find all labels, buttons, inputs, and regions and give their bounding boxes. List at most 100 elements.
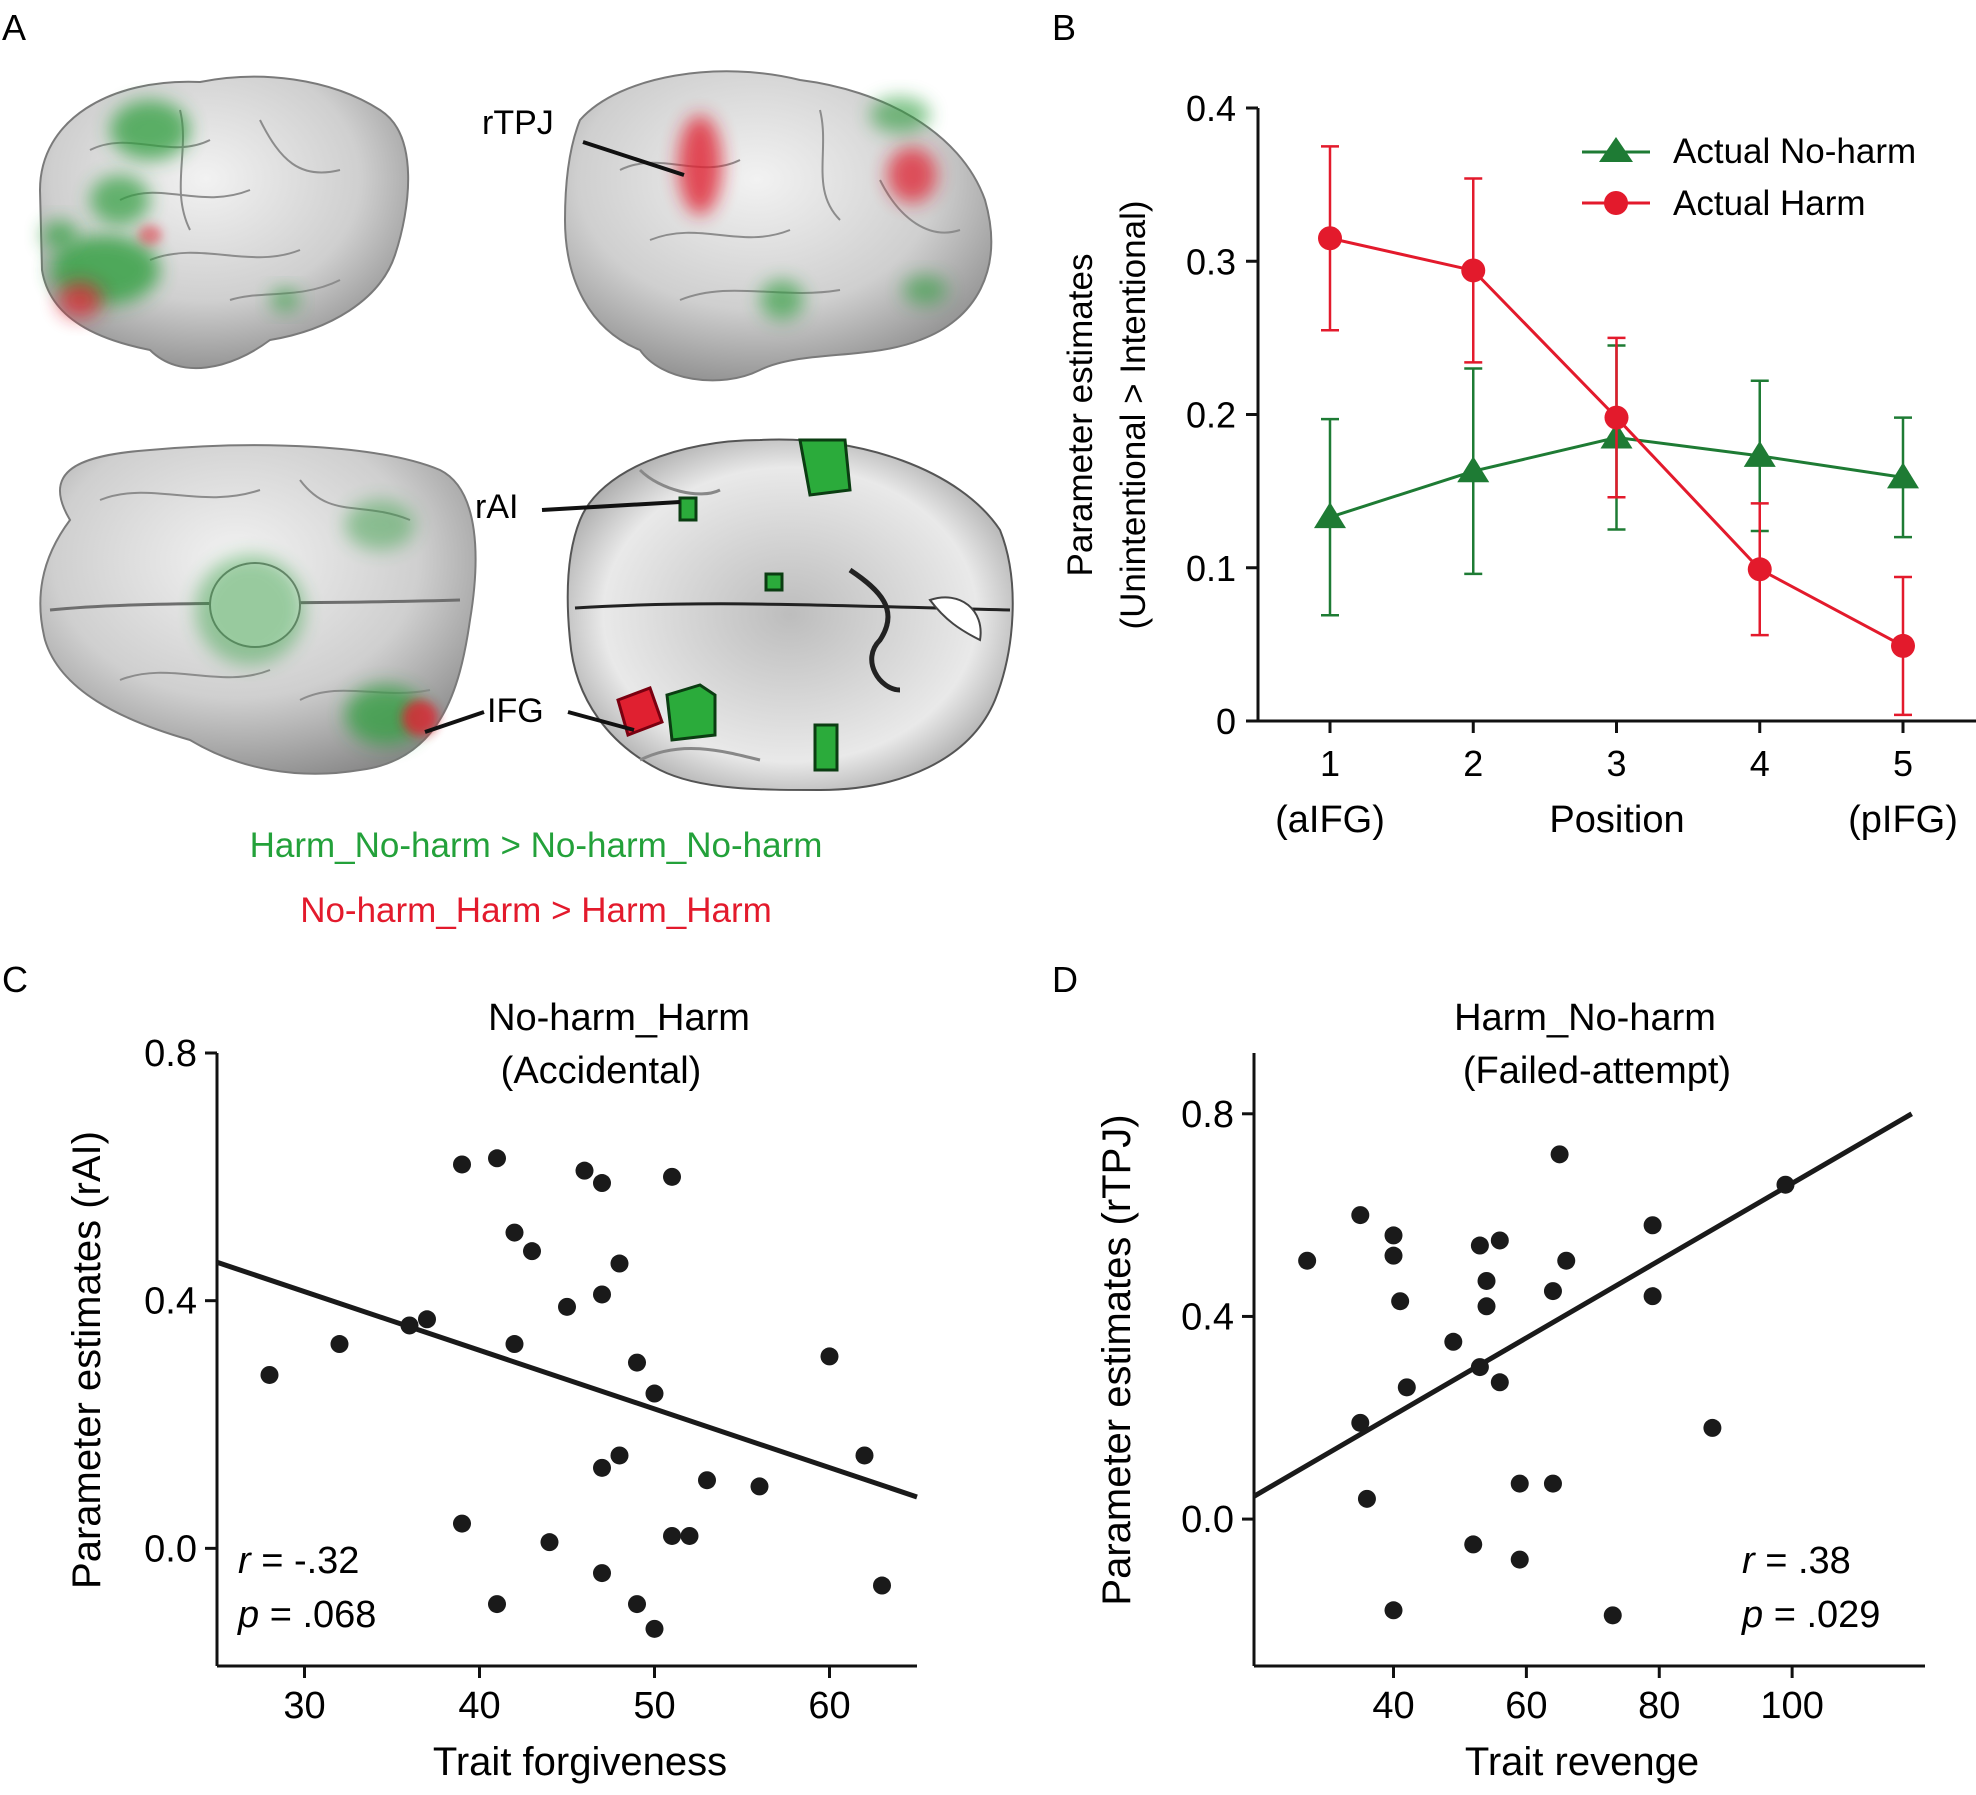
chart-b-xtick-label: 5 — [1893, 743, 1913, 784]
brain-lateral-left — [38, 75, 410, 370]
chart-c-xtick-label: 50 — [633, 1685, 675, 1727]
chart-c-point — [540, 1533, 559, 1552]
chart-b-xtick-sublabel: (aIFG) — [1275, 799, 1385, 841]
chart-b-ytick-label: 0.4 — [1186, 88, 1236, 129]
chart-c-point — [645, 1384, 664, 1403]
brain-axial-slice — [566, 438, 1014, 792]
chart-d-ylabel: Parameter estimates (rTPJ) — [1095, 1114, 1139, 1605]
chart-c-xtick-label: 30 — [283, 1685, 325, 1727]
chart-d-title-line1: Harm_No-harm — [1454, 997, 1716, 1039]
chart-d-point — [1543, 1474, 1562, 1493]
chart-c-fit-line — [216, 1259, 918, 1500]
chart-c-stat-r-symbol: r — [238, 1540, 252, 1582]
chart-c-point — [330, 1335, 349, 1354]
chart-d-point — [1643, 1216, 1662, 1235]
chart-d-point — [1444, 1332, 1463, 1351]
chart-d-stat-p: p = .029 — [1741, 1594, 1880, 1636]
chart-c-stat-r-value: = -.32 — [251, 1540, 360, 1582]
legend-item-actual-harm: Actual Harm — [1582, 184, 1866, 223]
chart-c-point — [488, 1149, 506, 1168]
chart-c-point — [610, 1254, 629, 1273]
chart-b-point-circle — [1461, 258, 1486, 283]
chart-b-ylabel-line1: Parameter estimates — [1061, 254, 1100, 577]
chart-c-point — [645, 1619, 664, 1638]
chart-d-point — [1391, 1292, 1410, 1311]
chart-d-stat-r: r = .38 — [1742, 1540, 1851, 1582]
chart-b-xticks: 1 (aIFG) 2 3 4 5 (pIFG) — [1275, 721, 1958, 841]
chart-d-point — [1464, 1535, 1483, 1554]
chart-c-point — [505, 1223, 524, 1242]
chart-c-xtick-label: 40 — [458, 1685, 500, 1727]
chart-c-ytick-label: 0.4 — [144, 1281, 197, 1323]
chart-d-marks — [1252, 1111, 1913, 1625]
chart-d-point — [1490, 1373, 1509, 1392]
legend-item-actual-no-harm: Actual No-harm — [1582, 132, 1916, 171]
panel-a: A rTPJ — [2, 7, 1014, 930]
legend-marker-triangle — [1599, 137, 1633, 162]
chart-d-stat-p-value: = .029 — [1763, 1594, 1880, 1636]
chart-c-point — [698, 1471, 716, 1490]
leader-line-rai — [541, 500, 681, 512]
chart-c-stat-p: p = .068 — [237, 1594, 376, 1636]
chart-d-xtick-label: 40 — [1372, 1685, 1414, 1727]
chart-d-stat-r-value: = .38 — [1755, 1540, 1851, 1582]
chart-d-point — [1384, 1226, 1403, 1245]
brain-lateral-right — [563, 70, 993, 382]
panel-letter-a: A — [2, 7, 26, 48]
chart-d-point — [1490, 1231, 1509, 1250]
chart-c-xlabel: Trait forgiveness — [433, 1740, 727, 1784]
chart-c-point — [260, 1365, 279, 1384]
chart-d-point — [1397, 1378, 1416, 1397]
chart-c-marks — [216, 1149, 918, 1638]
panel-letter-c: C — [2, 959, 28, 1000]
chart-c-point — [400, 1316, 419, 1335]
chart-c-point — [593, 1458, 611, 1477]
panel-d: D Harm_No-harm (Failed-attempt) 0.00.40.… — [1052, 959, 1925, 1784]
chart-d-point — [1298, 1251, 1317, 1270]
chart-b-xlabel: Position — [1549, 799, 1684, 841]
chart-c-yticks: 0.0 0.4 0.8 — [144, 1033, 217, 1570]
chart-c-point — [418, 1310, 436, 1329]
chart-b-xtick-sublabel: (pIFG) — [1848, 799, 1958, 841]
chart-d-ytick-label: 0.8 — [1181, 1094, 1234, 1136]
chart-b-ytick-label: 0.3 — [1186, 241, 1236, 282]
chart-d: Harm_No-harm (Failed-attempt) 0.00.40.8 … — [1095, 997, 1925, 1784]
chart-d-point — [1550, 1145, 1569, 1164]
chart-b-yticks: 0 0.1 0.2 0.3 0.4 — [1186, 88, 1258, 742]
chart-c-xticks: 30 40 50 60 — [283, 1666, 851, 1727]
chart-d-point — [1477, 1271, 1496, 1290]
chart-b-ytick-label: 0 — [1216, 701, 1236, 742]
chart-c-point — [575, 1161, 594, 1180]
chart-b-legend: Actual No-harm Actual Harm — [1582, 132, 1916, 223]
chart-c-point — [663, 1167, 681, 1186]
label-ifg: IFG — [487, 692, 544, 730]
chart-c-point — [523, 1242, 541, 1261]
contrast-legend-green: Harm_No-harm > No-harm_No-harm — [250, 826, 823, 865]
chart-d-point — [1470, 1358, 1489, 1377]
chart-b-point-circle — [1747, 557, 1772, 582]
chart-d-point — [1510, 1550, 1529, 1569]
chart-c-point — [453, 1514, 471, 1533]
chart-c-ytick-label: 0.8 — [144, 1033, 197, 1075]
chart-d-point — [1643, 1287, 1662, 1306]
chart-c-stat-p-value: = .068 — [259, 1594, 376, 1636]
chart-b: 0 0.1 0.2 0.3 0.4 1 (aIFG) 2 3 4 5 (pIFG) Paramete… — [1061, 88, 1976, 841]
panel-letter-b: B — [1052, 7, 1076, 48]
chart-c-point — [593, 1285, 611, 1304]
chart-c-point — [873, 1576, 891, 1595]
chart-b-xtick-label: 1 — [1320, 743, 1340, 784]
chart-c-title-line2: (Accidental) — [501, 1050, 702, 1092]
label-rai: rAI — [475, 488, 518, 526]
chart-c-point — [750, 1477, 769, 1496]
chart-c-point — [488, 1595, 506, 1614]
panel-b: B 0 0.1 0.2 0.3 0.4 1 (aIFG) 2 3 4 5 (pIFG) Parame… — [1052, 7, 1976, 841]
chart-d-point — [1351, 1413, 1370, 1432]
chart-d-stat-p-symbol: p — [1741, 1594, 1763, 1636]
chart-c-stat-p-symbol: p — [237, 1594, 259, 1636]
chart-b-point-triangle — [1314, 502, 1346, 529]
chart-b-xtick-label: 3 — [1606, 743, 1626, 784]
chart-c-point — [558, 1297, 576, 1316]
chart-d-point — [1357, 1489, 1376, 1508]
chart-c-point — [593, 1564, 611, 1583]
chart-c-xtick-label: 60 — [808, 1685, 850, 1727]
